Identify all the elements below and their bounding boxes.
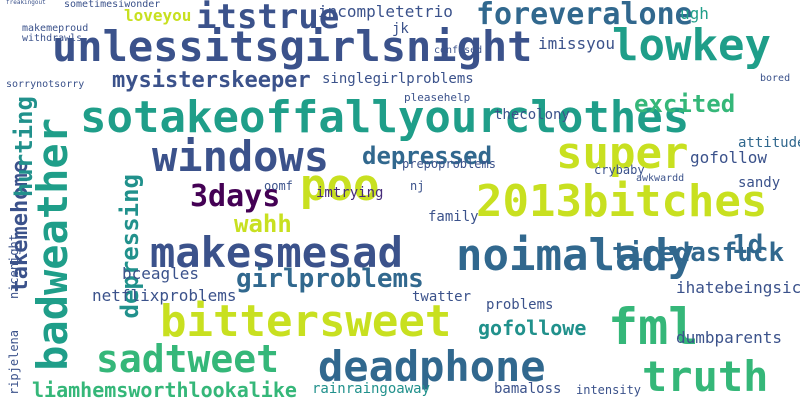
word-deadphone: deadphone <box>318 342 546 391</box>
word-loveyou: loveyou <box>124 6 192 25</box>
word-wahh: wahh <box>234 210 292 238</box>
word-bamaloss: bamaloss <box>494 381 562 397</box>
word-depressed: depressed <box>362 142 493 170</box>
word-twatter: twatter <box>412 289 472 305</box>
word-gofollow: gofollow <box>690 148 768 167</box>
word-crybaby: crybaby <box>594 163 645 177</box>
word-sadtweet: sadtweet <box>96 337 280 381</box>
word-incompletetrio: incompletetrio <box>318 2 453 21</box>
word-windows: windows <box>152 132 330 181</box>
word-thecolony: thecolony <box>494 107 570 123</box>
word-bored: bored <box>760 73 791 84</box>
word-pleasehelp: pleasehelp <box>404 91 471 104</box>
word-super: super <box>556 128 689 179</box>
word-2013bitches: 2013bitches <box>476 176 768 227</box>
word-poo: poo <box>300 160 380 211</box>
word-foreveralone: foreveralone <box>476 0 693 32</box>
word-hurting: hurting <box>10 96 38 198</box>
word-intensity: intensity <box>576 383 642 397</box>
word-jk: jk <box>392 21 409 37</box>
word-excited: excited <box>634 90 736 118</box>
word-mysisterskeeper: mysisterskeeper <box>112 68 311 93</box>
word-sorrynotsorry: sorrynotsorry <box>6 79 85 90</box>
word-oomf: oomf <box>264 179 293 193</box>
word-dumbparents: dumbparents <box>676 328 782 347</box>
word-liamhemsworthlookalike: liamhemsworthlookalike <box>32 378 297 400</box>
word-singlegirlproblems: singlegirlproblems <box>322 71 474 87</box>
word-confused: confused <box>434 45 483 56</box>
word-imtrying: imtrying <box>316 185 384 201</box>
word-sometimesiwonder: sometimesiwonder <box>64 0 161 10</box>
word-rainraingoaway: rainraingoaway <box>312 381 431 397</box>
word-family: family <box>428 209 479 225</box>
word-bittersweet: bittersweet <box>160 296 452 347</box>
word-sotakeoffallyourclothes: sotakeoffallyourclothes <box>80 92 690 143</box>
word-imissyou: imissyou <box>538 34 616 53</box>
word-freakingout: freakingout <box>6 0 46 6</box>
word-nj: nj <box>410 179 425 193</box>
word-problems: problems <box>486 297 554 313</box>
word-3days: 3days <box>190 179 281 214</box>
word-lowkey: lowkey <box>612 20 771 71</box>
word-noimalady: noimalady <box>456 230 695 281</box>
word-awkwardd: awkwardd <box>636 173 685 184</box>
word-makemeproud: makemeproud <box>22 23 89 34</box>
word-ugh: ugh <box>680 4 709 23</box>
word-bceagles: bceagles <box>122 264 200 283</box>
word-attitude: attitude <box>738 135 800 151</box>
word-withdrawls: withdrawls <box>22 33 83 44</box>
word-girlproblems: girlproblems <box>236 264 424 294</box>
word-itstrue: itstrue <box>196 0 340 37</box>
word-unlessitsgirlsnight: unlessitsgirlsnight <box>52 22 533 71</box>
word-makesmesad: makesmesad <box>150 228 403 277</box>
word-fml: fml <box>608 298 699 356</box>
word-1d: 1d <box>732 230 764 260</box>
word-tiredasfuck: tiredasfuck <box>612 238 785 268</box>
word-gofollowe: gofollowe <box>478 316 587 340</box>
word-nicenight: nicenight <box>7 234 21 300</box>
word-prepoproblems: prepoproblems <box>402 157 496 171</box>
word-truth: truth <box>642 352 769 400</box>
word-sandy: sandy <box>738 175 781 191</box>
word-netflixproblems: netflixproblems <box>92 286 237 305</box>
word-ihatebeingsick: ihatebeingsick <box>676 278 800 297</box>
